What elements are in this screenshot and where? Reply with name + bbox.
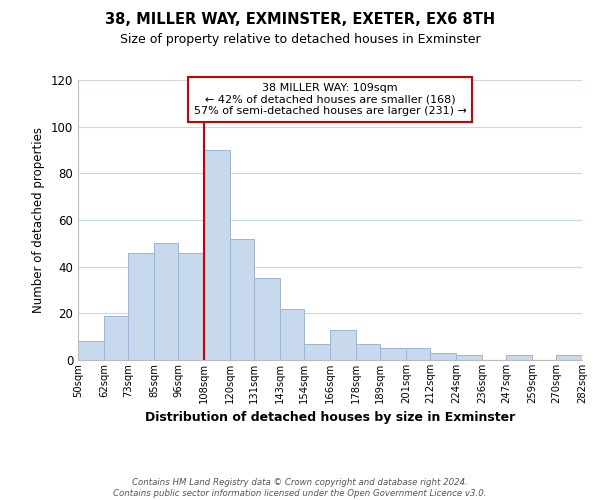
- Bar: [78, 342, 104, 360]
- Bar: [556, 356, 582, 360]
- Bar: [280, 308, 304, 360]
- Bar: [104, 316, 128, 360]
- Text: Size of property relative to detached houses in Exminster: Size of property relative to detached ho…: [119, 32, 481, 46]
- Bar: [230, 238, 254, 360]
- Bar: [154, 244, 178, 360]
- Text: 38 MILLER WAY: 109sqm
← 42% of detached houses are smaller (168)
57% of semi-det: 38 MILLER WAY: 109sqm ← 42% of detached …: [194, 83, 466, 116]
- Text: Contains HM Land Registry data © Crown copyright and database right 2024.
Contai: Contains HM Land Registry data © Crown c…: [113, 478, 487, 498]
- Bar: [330, 330, 356, 360]
- Bar: [406, 348, 430, 360]
- Bar: [304, 344, 330, 360]
- Bar: [128, 252, 154, 360]
- Bar: [380, 348, 406, 360]
- Bar: [356, 344, 380, 360]
- Bar: [456, 356, 482, 360]
- Bar: [254, 278, 280, 360]
- Bar: [178, 252, 204, 360]
- Bar: [204, 150, 230, 360]
- X-axis label: Distribution of detached houses by size in Exminster: Distribution of detached houses by size …: [145, 412, 515, 424]
- Y-axis label: Number of detached properties: Number of detached properties: [32, 127, 45, 313]
- Bar: [506, 356, 532, 360]
- Bar: [430, 353, 456, 360]
- Text: 38, MILLER WAY, EXMINSTER, EXETER, EX6 8TH: 38, MILLER WAY, EXMINSTER, EXETER, EX6 8…: [105, 12, 495, 28]
